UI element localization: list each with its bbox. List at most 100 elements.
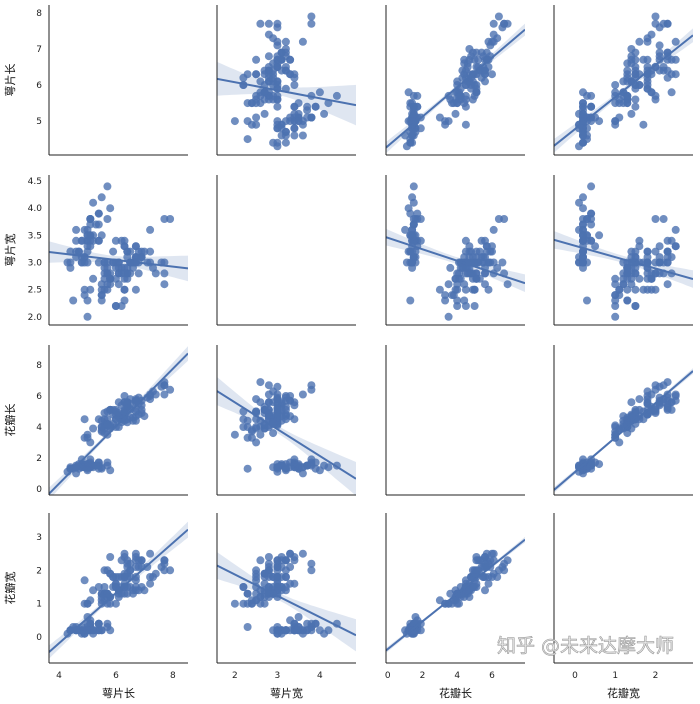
data-point bbox=[307, 619, 316, 628]
data-point bbox=[111, 599, 120, 608]
y-axis-label: 萼片长 bbox=[4, 64, 17, 97]
data-point bbox=[651, 385, 660, 394]
y-axis-label: 花瓣宽 bbox=[3, 572, 17, 605]
data-point bbox=[671, 390, 680, 399]
x-tick-label: 2 bbox=[420, 671, 426, 681]
data-point bbox=[639, 120, 648, 129]
data-point bbox=[111, 236, 120, 245]
data-point bbox=[252, 569, 261, 578]
data-point bbox=[273, 63, 282, 71]
regression-line bbox=[554, 370, 693, 491]
data-point bbox=[615, 285, 624, 294]
data-point bbox=[643, 37, 652, 46]
data-point bbox=[651, 12, 660, 21]
data-point bbox=[667, 88, 676, 97]
data-point bbox=[260, 569, 269, 578]
plot-area bbox=[554, 182, 693, 321]
data-point bbox=[579, 193, 587, 202]
y-tick-label: 2 bbox=[36, 454, 42, 464]
data-point bbox=[286, 463, 295, 472]
data-point bbox=[324, 626, 333, 635]
data-point bbox=[298, 131, 307, 140]
data-point bbox=[482, 55, 491, 64]
data-point bbox=[243, 599, 252, 608]
data-point bbox=[290, 556, 299, 565]
panel-2-0: 0 2 4 6 8 花瓣长 bbox=[3, 345, 188, 496]
data-point bbox=[470, 285, 479, 294]
data-point bbox=[635, 236, 644, 245]
data-point bbox=[243, 416, 252, 425]
data-point bbox=[97, 285, 106, 294]
data-point bbox=[256, 19, 265, 28]
data-point bbox=[151, 390, 160, 399]
data-point bbox=[579, 215, 587, 223]
data-point bbox=[647, 285, 656, 294]
data-point bbox=[100, 583, 109, 591]
y-tick-label: 1 bbox=[36, 600, 42, 610]
data-point bbox=[264, 583, 273, 591]
data-point bbox=[484, 37, 493, 46]
data-point bbox=[264, 381, 273, 390]
data-point bbox=[477, 556, 486, 565]
data-point bbox=[446, 263, 455, 272]
panel-0-1 bbox=[216, 5, 356, 156]
data-point bbox=[92, 461, 100, 470]
data-point bbox=[472, 583, 481, 591]
data-point bbox=[635, 395, 644, 404]
data-point bbox=[401, 225, 410, 234]
data-point bbox=[671, 55, 680, 64]
y-tick-label: 8 bbox=[36, 361, 42, 371]
data-point bbox=[131, 556, 140, 565]
data-point bbox=[294, 460, 303, 469]
panel-1-0: 2.0 2.5 3.0 3.5 4.0 4.5 萼片宽 bbox=[3, 175, 188, 326]
data-point bbox=[273, 573, 282, 581]
plot-area bbox=[554, 368, 693, 493]
data-point bbox=[273, 579, 282, 588]
data-point bbox=[643, 247, 652, 256]
data-point bbox=[579, 463, 587, 472]
data-point bbox=[94, 209, 103, 218]
data-point bbox=[239, 423, 248, 431]
regression-line bbox=[386, 538, 525, 652]
data-point bbox=[615, 113, 624, 122]
data-point bbox=[583, 258, 591, 267]
data-point bbox=[482, 549, 491, 558]
data-point bbox=[273, 463, 282, 472]
data-point bbox=[579, 131, 587, 140]
data-point bbox=[106, 553, 115, 561]
data-point bbox=[151, 269, 160, 278]
x-tick-label: 2 bbox=[653, 671, 659, 681]
data-point bbox=[281, 37, 290, 46]
data-point bbox=[146, 247, 155, 256]
data-point bbox=[83, 231, 92, 240]
plot-area bbox=[49, 521, 188, 659]
data-point bbox=[256, 378, 265, 387]
data-point bbox=[273, 102, 282, 111]
data-point bbox=[663, 247, 672, 256]
data-point bbox=[160, 566, 169, 575]
data-point bbox=[294, 117, 303, 126]
data-point bbox=[298, 37, 307, 46]
data-point bbox=[413, 91, 422, 100]
confidence-band bbox=[217, 552, 356, 652]
data-point bbox=[281, 556, 290, 565]
data-point bbox=[256, 556, 265, 565]
confidence-band bbox=[49, 241, 188, 282]
data-point bbox=[252, 596, 261, 605]
data-point bbox=[631, 269, 640, 278]
data-point bbox=[80, 415, 89, 424]
y-axis-label: 花瓣长 bbox=[3, 404, 17, 437]
plot-area bbox=[217, 377, 356, 495]
data-point bbox=[647, 70, 656, 79]
data-point bbox=[109, 405, 118, 414]
data-point bbox=[260, 88, 269, 97]
data-point bbox=[103, 458, 112, 467]
data-point bbox=[126, 566, 135, 575]
data-point bbox=[465, 55, 474, 64]
data-point bbox=[435, 113, 444, 122]
x-tick-label: 0 bbox=[572, 671, 578, 681]
data-point bbox=[611, 312, 620, 321]
data-point bbox=[243, 589, 252, 598]
data-point bbox=[647, 30, 656, 39]
data-point bbox=[290, 124, 299, 133]
